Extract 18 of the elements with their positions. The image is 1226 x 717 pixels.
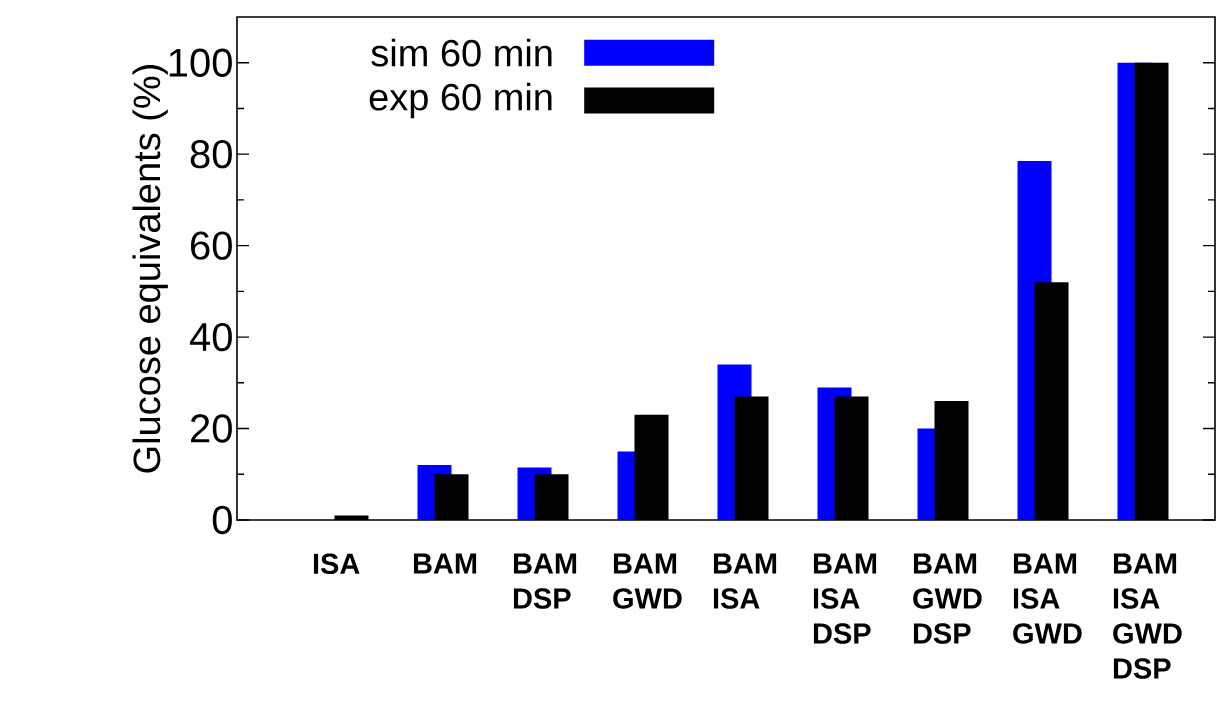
y-tick-label: 60 <box>191 231 232 260</box>
x-tick-label: BAM GWD DSP <box>913 553 982 644</box>
x-tick-label: BAM ISA DSP <box>813 553 877 644</box>
legend-label: exp 60 min <box>369 82 552 119</box>
x-tick-label: ISA <box>313 553 360 575</box>
x-tick-label: BAM GWD <box>613 553 682 609</box>
y-tick-label: 40 <box>189 322 232 352</box>
x-tick-label: BAM <box>413 553 477 574</box>
y-tick-label: 80 <box>190 140 232 169</box>
y-axis-title: Glucose equivalents (%) <box>132 65 168 473</box>
y-tick-label: 20 <box>190 414 232 443</box>
x-tick-label: BAM ISA <box>713 553 777 609</box>
x-tick-label: BAM ISA GWD DSP <box>1113 553 1182 679</box>
x-tick-label: BAM DSP <box>513 553 577 609</box>
legend-label: sim 60 min <box>371 38 552 67</box>
y-tick-label: 100 <box>169 48 232 77</box>
x-tick-label: BAM ISA GWD <box>1013 553 1082 644</box>
y-tick-label: 0 <box>212 505 232 535</box>
